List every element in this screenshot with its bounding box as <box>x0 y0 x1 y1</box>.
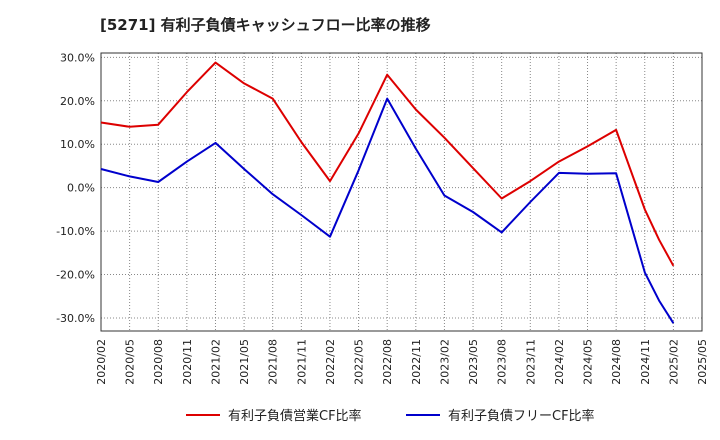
legend-label-1: 有利子負債営業CF比率 <box>228 408 362 424</box>
x-tick-label: 2021/05 <box>238 339 251 385</box>
x-tick-label: 2022/11 <box>410 339 423 385</box>
chart-title: [5271] 有利子負債キャッシュフロー比率の推移 <box>100 16 431 34</box>
x-tick-label: 2023/02 <box>438 339 451 385</box>
plot-area <box>101 53 702 331</box>
plot-frame <box>100 52 703 332</box>
y-tick-label: 20.0% <box>60 95 95 108</box>
x-tick-label: 2021/11 <box>295 339 308 385</box>
x-tick-label: 2020/11 <box>181 339 194 385</box>
y-tick-label: -30.0% <box>56 312 95 325</box>
series-line-2 <box>100 97 675 324</box>
x-tick-label: 2021/02 <box>209 339 222 385</box>
series-line-1 <box>100 61 675 267</box>
x-tick-label: 2022/05 <box>353 339 366 385</box>
x-tick-label: 2023/05 <box>467 339 480 385</box>
x-tick-label: 2021/08 <box>267 339 280 385</box>
y-tick-label: 30.0% <box>60 51 95 64</box>
x-tick-label: 2024/08 <box>610 339 623 385</box>
x-tick-label: 2024/05 <box>582 339 595 385</box>
x-tick-label: 2025/02 <box>667 339 680 385</box>
x-tick-label: 2022/08 <box>381 339 394 385</box>
y-tick-label: -20.0% <box>56 269 95 282</box>
x-tick-label: 2024/11 <box>639 339 652 385</box>
x-tick-label: 2022/02 <box>324 339 337 385</box>
y-tick-label: 0.0% <box>67 182 95 195</box>
legend-label-2: 有利子負債フリーCF比率 <box>448 408 595 424</box>
x-tick-label: 2020/05 <box>124 339 137 385</box>
x-tick-label: 2023/11 <box>524 339 537 385</box>
x-tick-label: 2024/02 <box>553 339 566 385</box>
x-tick-label: 2023/08 <box>496 339 509 385</box>
y-tick-label: 10.0% <box>60 138 95 151</box>
y-tick-label: -10.0% <box>56 225 95 238</box>
x-tick-label: 2020/08 <box>152 339 165 385</box>
x-tick-label: 2025/05 <box>696 339 709 385</box>
x-tick-label: 2020/02 <box>95 339 108 385</box>
